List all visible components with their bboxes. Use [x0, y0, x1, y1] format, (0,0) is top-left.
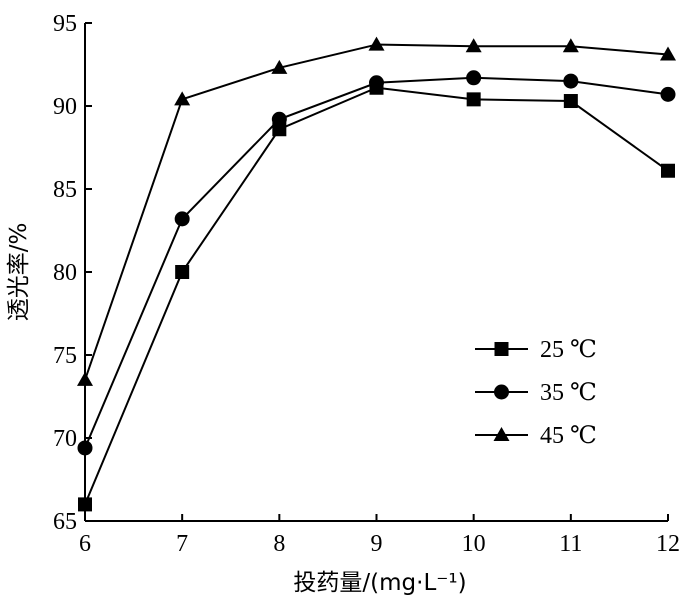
series-2-point-6 — [77, 440, 93, 456]
series-1-point-7 — [175, 265, 190, 279]
legend: 25 ℃ 35 ℃ 45 ℃ — [475, 337, 597, 449]
legend-marker-2 — [494, 384, 509, 400]
legend-label-3: 45 ℃ — [540, 423, 597, 449]
x-tick-label-6: 6 — [79, 531, 91, 557]
axes: 6 7 8 9 10 11 12 65 70 75 80 85 90 95 — [53, 11, 680, 557]
series-2-point-7 — [174, 211, 190, 227]
series-3-point-8 — [271, 59, 288, 74]
x-tick-label-7: 7 — [176, 531, 188, 557]
series-2-point-8 — [271, 111, 287, 127]
y-tick-label-65: 65 — [53, 509, 77, 535]
y-tick-label-90: 90 — [53, 94, 77, 120]
series-1-point-10 — [466, 92, 481, 107]
y-tick-label-80: 80 — [53, 260, 77, 286]
x-axis-title: 投药量/(mg·L⁻¹) — [293, 570, 466, 596]
legend-item-2: 35 ℃ — [475, 380, 597, 406]
x-tick-label-10: 10 — [462, 531, 486, 557]
y-tick-label-70: 70 — [53, 426, 77, 452]
series-3 — [77, 36, 676, 386]
x-tick-label-11: 11 — [559, 531, 582, 557]
series-3-point-10 — [465, 38, 482, 53]
series-3-point-11 — [562, 38, 579, 53]
legend-marker-1 — [494, 342, 509, 356]
x-tick-label-8: 8 — [273, 531, 285, 557]
series-2-point-10 — [466, 70, 482, 86]
series-3-line — [84, 43, 669, 381]
series-1-point-12 — [661, 163, 675, 178]
series-3-point-12 — [660, 46, 676, 61]
series-3-point-7 — [174, 91, 191, 106]
series-1-point-11 — [563, 94, 578, 109]
legend-marker-3 — [493, 427, 510, 441]
series-2-point-11 — [563, 73, 579, 89]
series-2-point-12 — [660, 86, 676, 102]
series-1-point-6 — [78, 497, 92, 512]
y-axis-title: 透光率/% — [6, 223, 32, 322]
y-tick-label-85: 85 — [53, 177, 77, 203]
x-tick-label-9: 9 — [371, 531, 383, 557]
legend-item-1: 25 ℃ — [475, 337, 597, 363]
series-2-point-9 — [369, 75, 384, 91]
y-tick-label-95: 95 — [53, 11, 77, 37]
legend-label-2: 35 ℃ — [540, 380, 597, 406]
legend-item-3: 45 ℃ — [475, 423, 597, 449]
series-3-point-6 — [77, 371, 93, 386]
y-tick-label-75: 75 — [53, 343, 77, 369]
series-2 — [77, 70, 676, 456]
series-layer — [77, 36, 676, 512]
legend-label-1: 25 ℃ — [540, 337, 597, 363]
series-3-point-9 — [368, 36, 385, 51]
x-tick-label-12: 12 — [656, 531, 680, 557]
